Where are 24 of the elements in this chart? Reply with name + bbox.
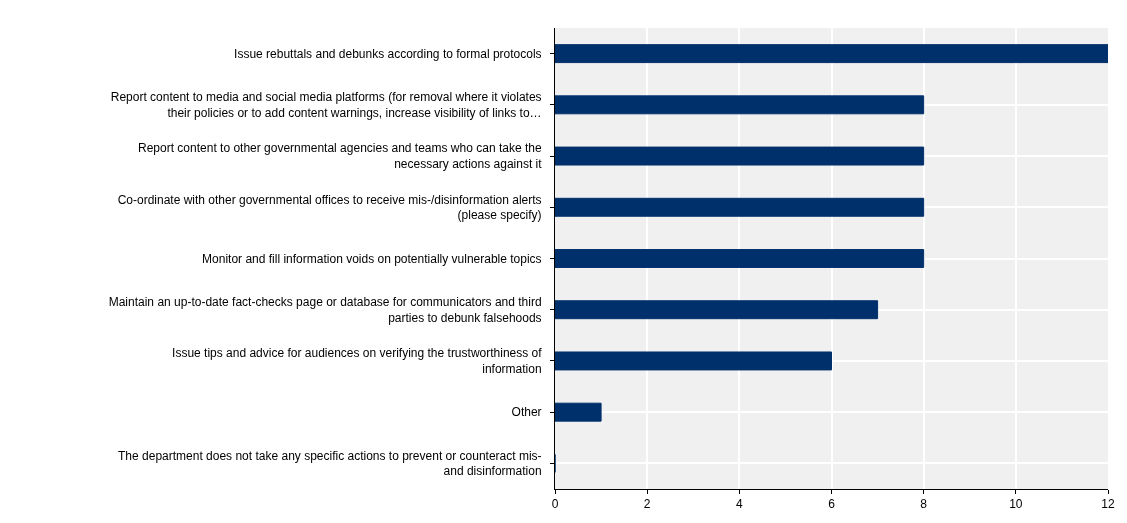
x-tick-label: 4 xyxy=(735,497,743,512)
bar xyxy=(555,249,925,268)
bar xyxy=(555,146,925,166)
y-tick-label: Report content to media and social media platforms (for removal where it violates their policies or to add content warnings, increase visibility of links to… xyxy=(110,90,542,120)
x-tick-label: 12 xyxy=(1101,497,1115,512)
y-tick-label: Co-ordinate with other governmental offices to receive mis-/disinformation alerts (please specify) xyxy=(117,192,542,223)
bar xyxy=(555,300,879,320)
bar xyxy=(555,44,1108,64)
y-tick-label: Monitor and fill information voids on potentially vulnerable topics xyxy=(202,251,542,266)
y-tick-label: Issue rebuttals and debunks according to formal protocols xyxy=(234,46,542,61)
bar xyxy=(555,95,925,115)
x-tick-label: 10 xyxy=(1009,497,1023,512)
x-tick-label: 0 xyxy=(551,497,559,512)
bar xyxy=(555,402,602,422)
y-tick-label: Maintain an up-to-date fact-checks page or database for communicators and third parties to debunk falsehoods xyxy=(108,295,542,325)
bar xyxy=(555,197,925,217)
y-tick-label: Report content to other governmental agencies and teams who can take the necessary actions against it xyxy=(138,141,543,172)
y-tick-label: The department does not take any specific actions to prevent or counteract mis- and disinformation xyxy=(118,448,542,479)
x-tick-label: 6 xyxy=(828,497,836,512)
x-tick-label: 2 xyxy=(643,497,651,512)
y-tick-label: Issue tips and advice for audiences on verifying the trustworthiness of information xyxy=(172,346,543,376)
bar xyxy=(555,351,832,371)
x-tick-label: 8 xyxy=(920,497,928,512)
y-tick-label: Other xyxy=(511,405,542,420)
